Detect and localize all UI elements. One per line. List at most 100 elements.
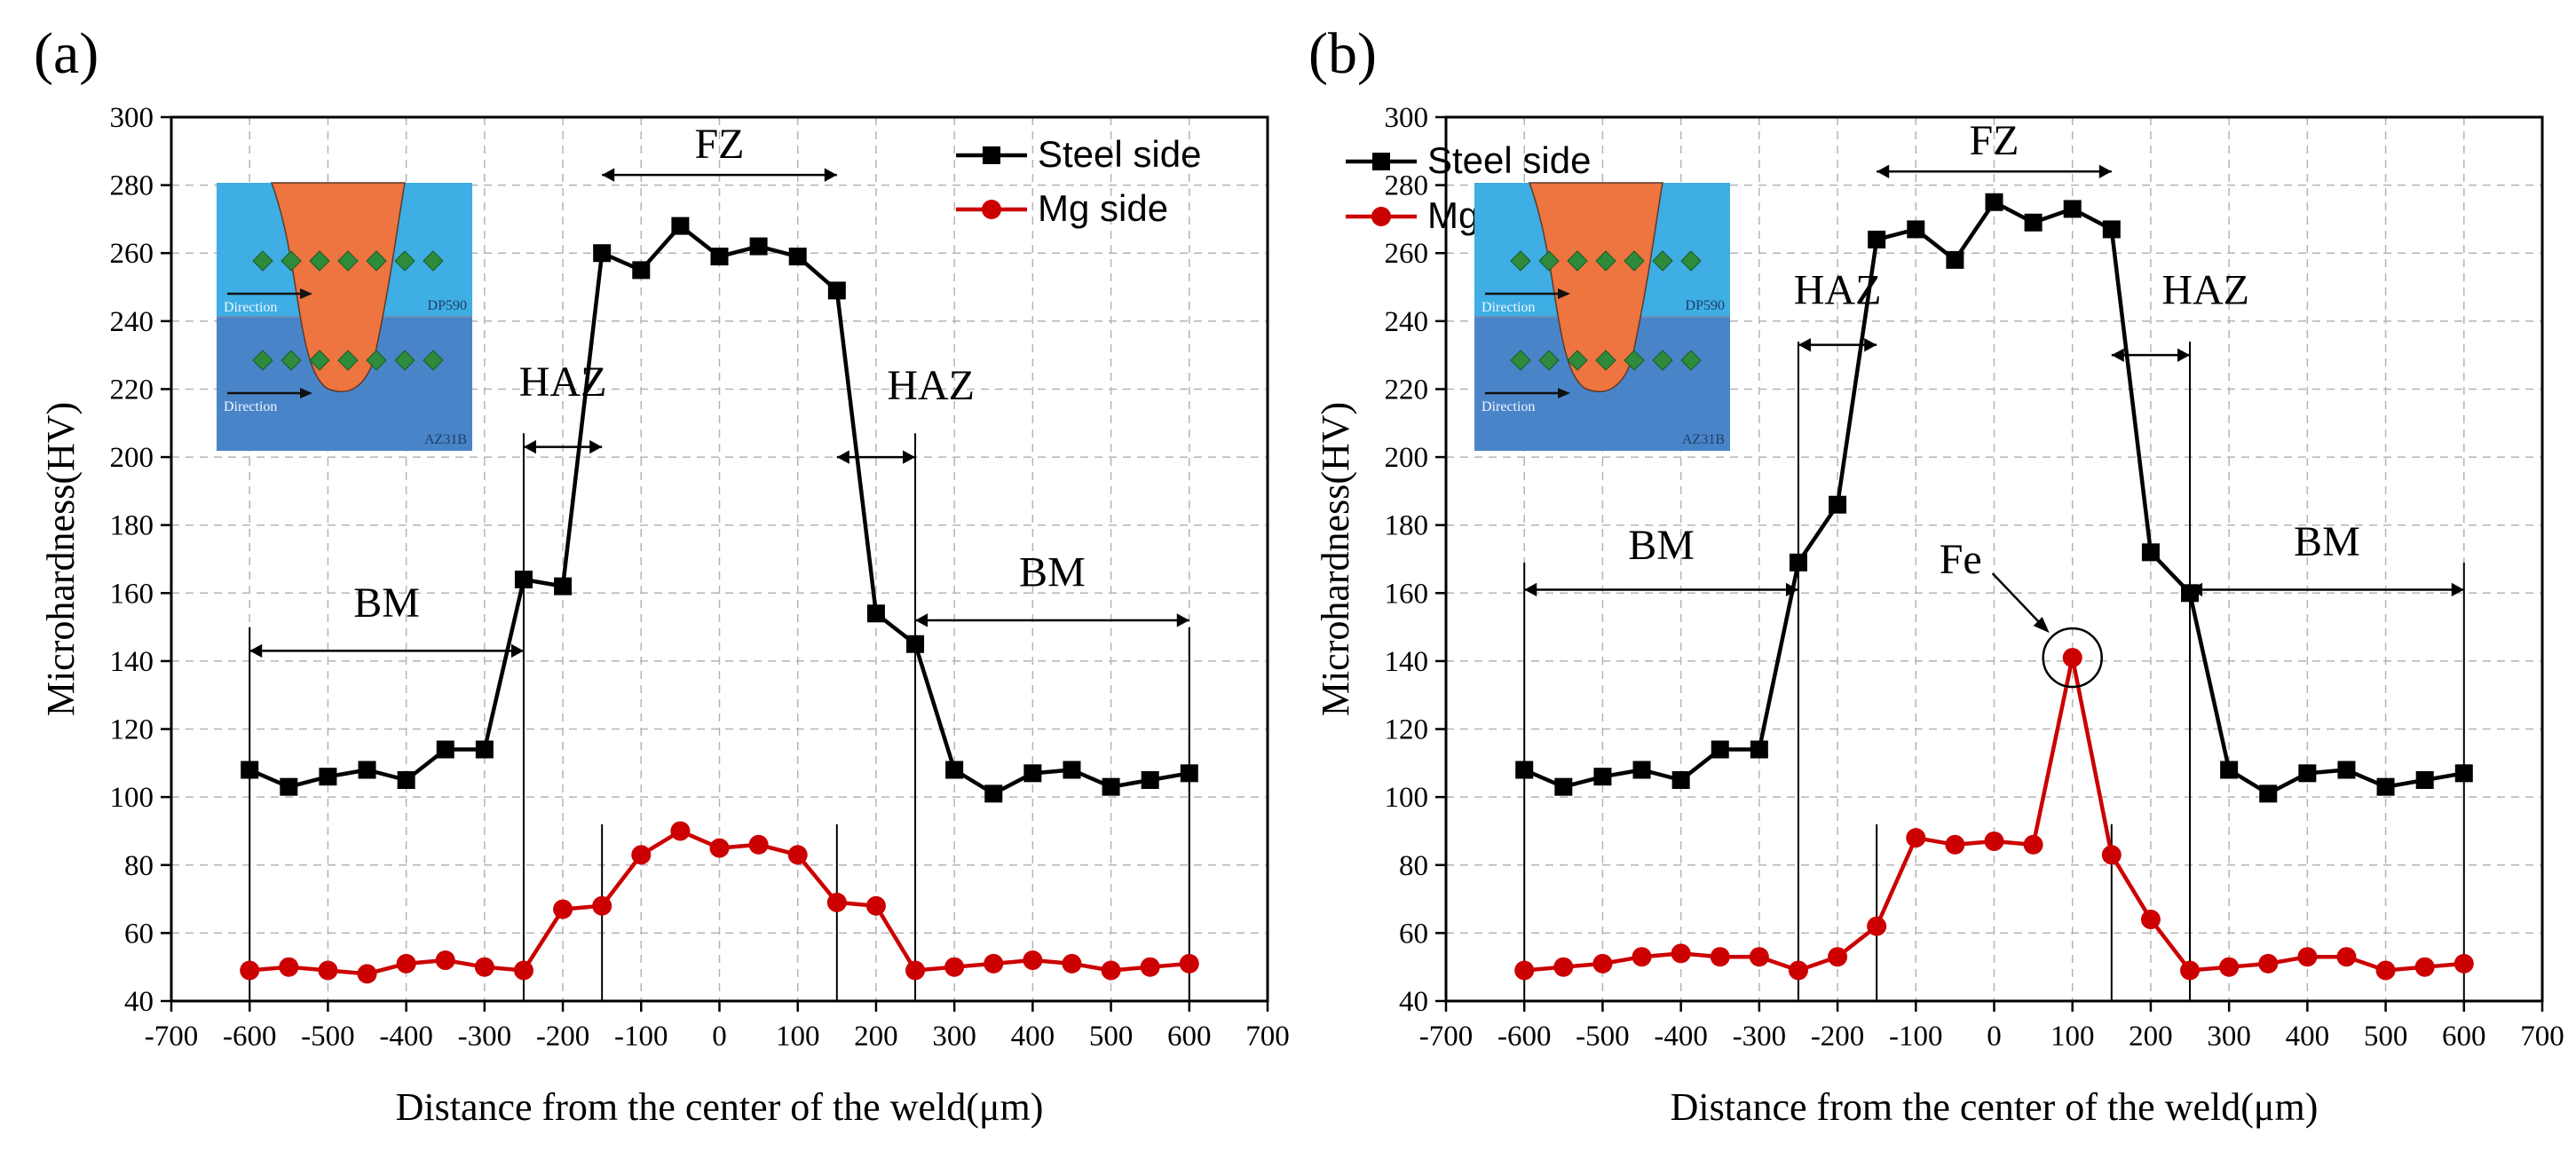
inset-direction-label: Direction: [1482, 300, 1535, 315]
bm-left-label: BM: [1628, 522, 1695, 569]
steel-data-point: [1180, 764, 1198, 783]
y-axis-label: Microhardness(HV): [1314, 402, 1357, 716]
x-axis-label: Distance from the center of the weld(μm): [1671, 1085, 2319, 1129]
legend-mg-label: Mg side: [1038, 187, 1168, 229]
x-tick-label: 100: [2051, 1021, 2095, 1052]
haz-right-label: HAZ: [887, 362, 975, 409]
y-tick-label: 300: [110, 102, 154, 134]
y-tick-label: 100: [1385, 782, 1429, 814]
fe-pointer-head: [2033, 617, 2050, 634]
steel-data-point: [1946, 250, 1964, 269]
x-tick-label: -100: [1889, 1021, 1943, 1052]
inset-indent-marker: [1595, 350, 1616, 371]
steel-data-point: [2298, 764, 2317, 783]
inset-indent-marker: [1624, 250, 1645, 272]
steel-data-point: [436, 740, 454, 759]
x-tick-label: 300: [2207, 1021, 2251, 1052]
steel-data-point: [788, 248, 807, 266]
mg-data-point: [1906, 828, 1926, 848]
mg-data-point: [1179, 953, 1199, 974]
inset-indent-marker: [252, 250, 273, 272]
steel-data-point: [866, 604, 885, 623]
inset-indent-marker: [309, 350, 330, 371]
steel-data-point: [1141, 771, 1159, 789]
mg-data-point: [1710, 947, 1730, 967]
y-tick-label: 300: [1385, 102, 1429, 134]
y-axis-label: Microhardness(HV): [39, 402, 83, 716]
inset-indent-marker: [394, 250, 415, 272]
y-tick-label: 60: [1399, 918, 1428, 950]
bm-right-label: BM: [2294, 518, 2360, 565]
steel-data-point: [241, 761, 259, 779]
inset-indent-marker: [337, 350, 359, 371]
y-tick-label: 80: [124, 850, 154, 882]
y-tick-label: 200: [1385, 442, 1429, 474]
x-tick-label: -600: [223, 1021, 277, 1052]
legend-steel-marker: [983, 146, 1000, 164]
bm-right-arrow-head-right: [1176, 613, 1189, 627]
mg-data-point: [1101, 960, 1121, 981]
y-tick-label: 240: [1385, 306, 1429, 338]
y-tick-label: 220: [1385, 374, 1429, 406]
mg-data-point: [2140, 910, 2161, 930]
fe-annotation-label: Fe: [1940, 536, 1982, 583]
steel-data-point: [2337, 761, 2356, 779]
mg-data-point: [2180, 960, 2201, 981]
steel-data-point: [2181, 584, 2200, 603]
mg-data-point: [748, 834, 769, 855]
y-tick-label: 80: [1399, 850, 1428, 882]
mg-data-point: [984, 953, 1004, 974]
mg-data-point: [240, 960, 260, 981]
steel-data-point: [2220, 761, 2239, 779]
mg-data-point: [865, 895, 886, 916]
inset-direction-label: Direction: [224, 399, 277, 414]
inset-indent-marker: [423, 350, 444, 371]
inset-indent-marker: [1538, 350, 1560, 371]
inset-indent-marker: [252, 350, 273, 371]
steel-data-point: [1023, 764, 1042, 783]
inset-indent-marker: [1538, 250, 1560, 272]
haz-right-arrow-head-right: [903, 450, 916, 464]
haz-right-label: HAZ: [2161, 267, 2249, 314]
inset-indent-marker: [1510, 350, 1531, 371]
y-tick-label: 260: [1385, 238, 1429, 270]
bm-left-label: BM: [353, 579, 420, 627]
fz-label: FZ: [694, 121, 744, 168]
y-tick-label: 40: [1399, 986, 1428, 1018]
fz-label: FZ: [1969, 117, 2019, 164]
x-tick-label: -700: [145, 1021, 199, 1052]
legend-steel-marker: [1372, 153, 1390, 170]
inset-indent-marker: [1680, 250, 1702, 272]
mg-data-point: [396, 953, 416, 974]
steel-data-point: [2141, 543, 2160, 562]
steel-data-point: [906, 635, 925, 653]
inset-steel-label: DP590: [428, 298, 467, 313]
mg-data-point: [1592, 953, 1613, 974]
mg-data-point: [2062, 648, 2082, 668]
mg-data-point: [826, 892, 847, 912]
x-tick-label: 700: [1245, 1021, 1290, 1052]
bm-right-arrow-head-left: [915, 613, 928, 627]
haz-left-arrow-head-left: [1798, 337, 1811, 352]
haz-left-label: HAZ: [519, 359, 607, 406]
steel-data-point: [1554, 777, 1573, 796]
mg-data-point: [1749, 947, 1769, 967]
x-tick-label: 600: [2442, 1021, 2486, 1052]
steel-data-point: [2024, 213, 2043, 232]
mg-data-point: [709, 838, 730, 858]
steel-data-point: [554, 577, 573, 595]
x-tick-label: -700: [1419, 1021, 1474, 1052]
inset-indent-marker: [1595, 250, 1616, 272]
inset-indent-marker: [337, 250, 359, 272]
y-tick-label: 140: [110, 646, 154, 678]
fe-highlight-circle: [2042, 627, 2103, 689]
y-tick-label: 120: [110, 714, 154, 746]
mg-data-point: [279, 957, 299, 977]
x-tick-label: -300: [1733, 1021, 1787, 1052]
steel-data-point: [1102, 777, 1120, 796]
inset-indent-marker: [281, 350, 302, 371]
inset-direction-arrowhead: [1558, 388, 1570, 398]
mg-data-point: [1945, 834, 1965, 855]
legend-mg-marker: [982, 200, 1001, 219]
